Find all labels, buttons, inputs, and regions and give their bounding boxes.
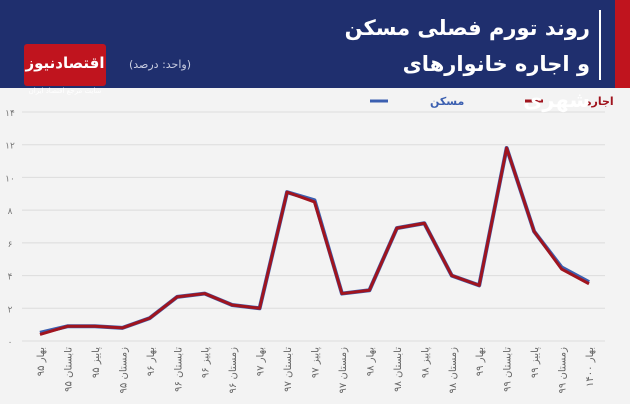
- x-tick-label: زمستان ۹۶: [228, 347, 239, 394]
- y-tick-label: ۸: [8, 207, 13, 217]
- x-tick-label: تابستان ۹۷: [283, 347, 294, 392]
- x-tick-label: زمستان ۹۹: [558, 347, 569, 394]
- logo-box: [24, 44, 106, 86]
- x-tick-label: پاییز ۹۸: [420, 347, 431, 378]
- x-tick-label: تابستان ۹۹: [503, 347, 514, 392]
- x-tick-label: زمستان ۹۷: [338, 347, 349, 394]
- y-tick-label: ۰: [8, 338, 13, 348]
- y-tick-label: ۶: [8, 240, 13, 250]
- x-tick-label: پاییز ۹۶: [201, 347, 212, 378]
- chart-title: روند تورم فصلی مسکن و اجاره خانوارهای شه…: [344, 16, 590, 112]
- y-tick-label: ۱۰: [5, 174, 15, 184]
- x-tick-label: بهار ۱۴۰۰: [585, 347, 596, 387]
- logo-tagline: سایت مرجع اقتصاد ایران: [29, 87, 102, 95]
- x-tick-label: بهار ۹۶: [146, 347, 157, 376]
- x-tick-label: تابستان ۹۵: [63, 347, 74, 392]
- series-line: [39, 145, 590, 335]
- x-tick-label: تابستان ۹۸: [393, 347, 404, 392]
- x-tick-label: بهار ۹۹: [475, 347, 486, 376]
- y-tick-label: ۱۲: [5, 142, 15, 152]
- x-tick-label: تابستان ۹۶: [173, 347, 184, 392]
- x-tick-label: بهار ۹۸: [365, 347, 376, 376]
- y-tick-label: ۱۴: [5, 109, 15, 119]
- y-tick-label: ۴: [8, 273, 13, 283]
- header-accent: [615, 0, 630, 88]
- x-tick-label: زمستان ۹۵: [118, 347, 129, 394]
- x-tick-label: زمستان ۹۸: [448, 347, 459, 394]
- y-tick-label: ۲: [8, 305, 13, 315]
- x-tick-label: بهار ۹۵: [36, 347, 47, 376]
- series-line: [39, 146, 590, 336]
- legend-label: اجاره: [585, 95, 614, 108]
- x-tick-label: پاییز ۹۹: [530, 347, 541, 378]
- legend-label: مسکن: [430, 95, 464, 108]
- x-tick-label: پاییز ۹۵: [91, 347, 102, 378]
- logo-name: اقتصادنیوز: [25, 54, 105, 72]
- unit-label: (واحد: درصد): [129, 58, 191, 71]
- x-tick-label: پاییز ۹۷: [311, 347, 322, 378]
- x-tick-label: بهار ۹۷: [256, 347, 267, 376]
